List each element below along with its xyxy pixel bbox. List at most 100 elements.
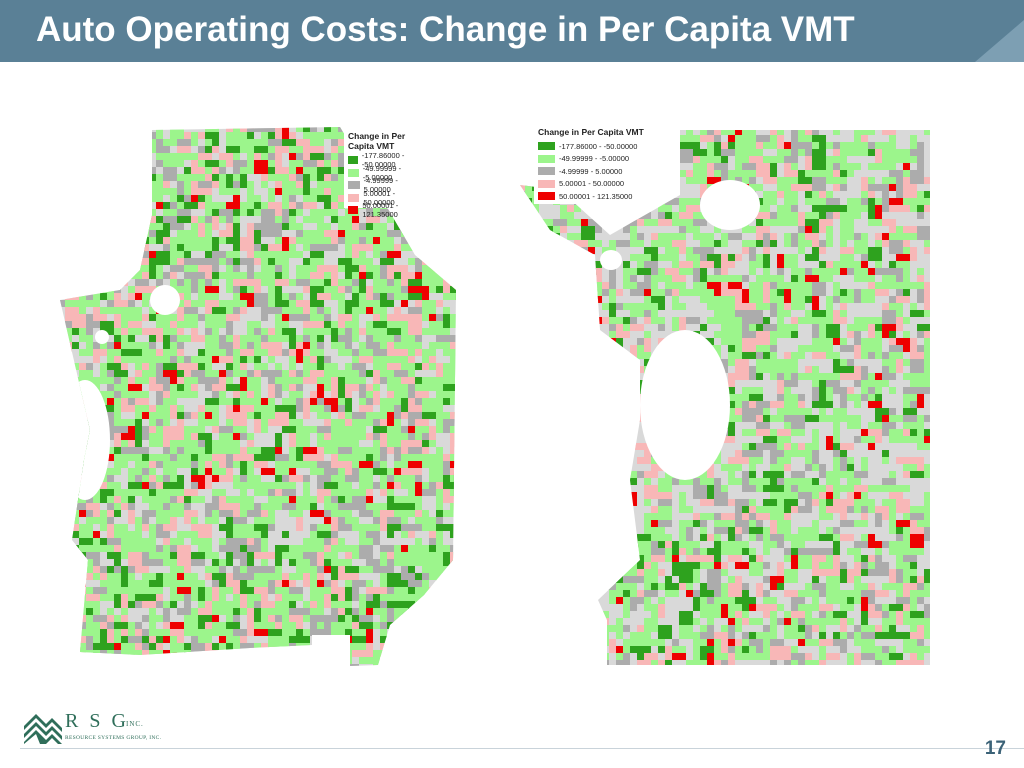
map-tract	[651, 660, 658, 665]
map-tract	[100, 517, 107, 524]
map-tract	[623, 625, 630, 632]
map-tract	[317, 426, 331, 433]
map-tract	[233, 349, 240, 356]
map-tract	[247, 377, 261, 391]
map-tract	[630, 219, 637, 226]
map-tract	[784, 464, 791, 471]
map-tract	[457, 167, 464, 174]
map-tract	[135, 566, 149, 573]
map-tract	[310, 503, 317, 510]
map-tract	[609, 345, 616, 352]
map-tract	[65, 328, 72, 335]
map-tract	[191, 272, 205, 279]
map-tract	[86, 636, 93, 650]
map-tract	[60, 216, 72, 223]
map-tract	[539, 331, 553, 345]
map-tract	[107, 370, 114, 377]
map-tract	[931, 653, 938, 667]
map-tract	[219, 475, 226, 482]
map-tract	[317, 209, 324, 223]
map-tract	[156, 363, 163, 377]
map-tract	[924, 387, 930, 394]
map-tract	[275, 202, 282, 209]
map-tract	[156, 127, 163, 132]
map-tract	[924, 534, 930, 541]
map-tract	[588, 520, 602, 534]
map-tract	[457, 664, 471, 678]
map-tract	[93, 314, 107, 321]
map-tract	[457, 160, 464, 167]
map-tract	[93, 594, 100, 601]
map-tract	[60, 552, 65, 566]
map-tract	[352, 580, 366, 587]
map-tract	[546, 289, 553, 303]
map-tract	[268, 356, 275, 363]
map-tract	[268, 139, 282, 146]
map-tract	[714, 562, 721, 569]
map-tract	[422, 524, 429, 531]
map-tract	[373, 657, 380, 664]
map-tract	[107, 160, 114, 174]
map-tract	[651, 275, 658, 289]
map-tract	[457, 279, 471, 293]
map-tract	[303, 174, 310, 181]
map-tract	[233, 594, 240, 608]
map-tract	[443, 209, 450, 216]
map-tract	[609, 366, 616, 380]
map-tract	[100, 132, 114, 146]
map-tract	[226, 314, 240, 321]
map-tract	[331, 496, 338, 503]
map-tract	[191, 531, 198, 545]
map-tract	[331, 279, 338, 286]
map-tract	[191, 300, 205, 307]
map-tract	[338, 664, 352, 666]
map-tract	[791, 506, 798, 513]
map-tract	[791, 660, 798, 665]
map-tract	[387, 349, 394, 356]
map-tract	[616, 450, 623, 457]
map-tract	[60, 251, 65, 265]
map-tract	[443, 244, 456, 258]
map-tract	[833, 163, 840, 170]
map-tract	[177, 202, 184, 209]
map-tract	[261, 405, 275, 412]
map-tract	[735, 457, 749, 464]
map-tract	[163, 559, 177, 566]
map-tract	[553, 226, 560, 233]
map-tract	[359, 356, 373, 363]
map-tract	[93, 223, 107, 230]
map-tract	[546, 387, 553, 401]
map-tract	[644, 478, 651, 485]
map-tract	[387, 412, 394, 419]
map-tract	[114, 153, 128, 167]
map-tract	[553, 415, 560, 429]
map-tract	[602, 520, 616, 527]
map-tract	[525, 233, 539, 240]
map-tract	[352, 286, 359, 293]
map-tract	[539, 352, 553, 366]
map-tract	[910, 653, 917, 665]
map-tract	[100, 202, 114, 216]
map-tract	[408, 440, 422, 447]
map-tract	[184, 594, 191, 608]
map-tract	[184, 440, 191, 454]
map-tract	[658, 177, 672, 184]
map-tract	[142, 489, 149, 496]
map-tract	[567, 660, 581, 665]
map-tract	[65, 510, 79, 517]
map-tract	[191, 559, 205, 566]
map-tract	[637, 240, 644, 247]
map-tract	[352, 650, 359, 657]
map-tract	[840, 534, 854, 541]
map-tract	[749, 569, 763, 576]
map-tract	[882, 583, 896, 590]
map-tract	[763, 604, 777, 611]
map-tract	[861, 191, 868, 198]
map-tract	[450, 223, 456, 230]
map-tract	[917, 576, 924, 583]
map-tract	[443, 265, 456, 272]
map-tract	[861, 275, 875, 282]
map-tract	[553, 443, 567, 457]
map-tract	[114, 461, 121, 475]
map-tract	[114, 279, 128, 286]
